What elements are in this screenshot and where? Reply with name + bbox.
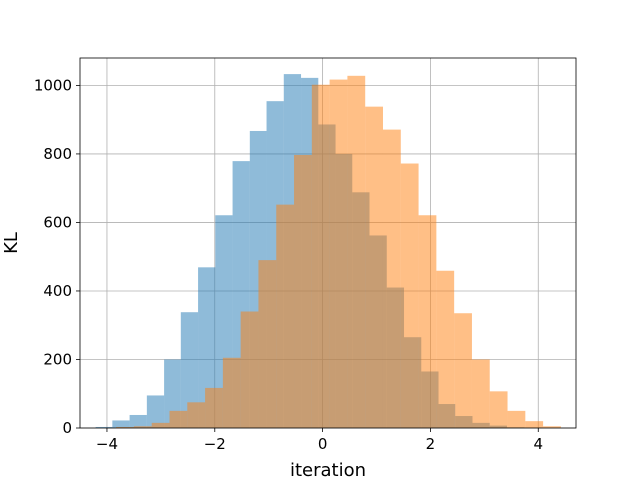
histogram-bar: [525, 421, 544, 428]
histogram-bar: [116, 426, 134, 428]
y-tick-label: 0: [62, 419, 72, 437]
histogram-bar: [454, 313, 472, 428]
y-tick-label: 400: [43, 282, 72, 300]
y-tick-label: 200: [43, 350, 72, 368]
histogram-bar: [329, 79, 348, 428]
histogram-bar: [112, 420, 130, 428]
histogram-bar: [151, 422, 170, 428]
x-tick-label: 2: [426, 435, 436, 453]
histogram-bar: [95, 426, 113, 428]
x-tick-label: −4: [96, 435, 118, 453]
histogram-bar: [294, 154, 312, 428]
y-tick-label: 800: [43, 145, 72, 163]
histogram-bar: [418, 215, 437, 428]
histogram-bar: [146, 395, 165, 428]
y-axis-label: KL: [1, 232, 22, 254]
histogram-bar: [507, 410, 526, 428]
histogram-bar: [205, 387, 223, 428]
histogram-bar: [489, 391, 508, 428]
histogram-bar: [169, 410, 188, 428]
y-tick-label: 600: [43, 213, 72, 231]
histogram-bar: [180, 312, 199, 428]
x-tick-label: 0: [318, 435, 328, 453]
histogram-bar: [258, 260, 277, 428]
histogram-bar: [543, 426, 561, 428]
histogram-bar: [365, 106, 383, 429]
x-axis-label: iteration: [290, 460, 366, 480]
histogram-bar: [198, 267, 216, 428]
y-tick-label: 1000: [34, 76, 72, 94]
histogram-bar: [276, 204, 295, 428]
x-tick-label: 4: [533, 435, 543, 453]
histogram-bars: [95, 74, 561, 429]
histogram-bar: [222, 357, 241, 428]
histogram-bar: [187, 402, 206, 428]
histogram-bar: [133, 426, 152, 428]
x-tick-label: −2: [204, 435, 226, 453]
histogram-bar: [311, 84, 330, 428]
plot-frame: [79, 57, 577, 429]
histogram-bar: [129, 414, 147, 428]
histogram-bar: [347, 75, 366, 428]
histogram-bar: [400, 163, 419, 428]
axis-ticks: −4 −2 0 2 4 0 200 400 600 800 1000: [34, 76, 543, 453]
histogram-bar: [382, 129, 401, 428]
histogram-bar: [436, 270, 455, 428]
histogram-bar: [240, 311, 259, 428]
histogram-bar: [471, 359, 490, 428]
series-1-bars: [116, 75, 561, 429]
